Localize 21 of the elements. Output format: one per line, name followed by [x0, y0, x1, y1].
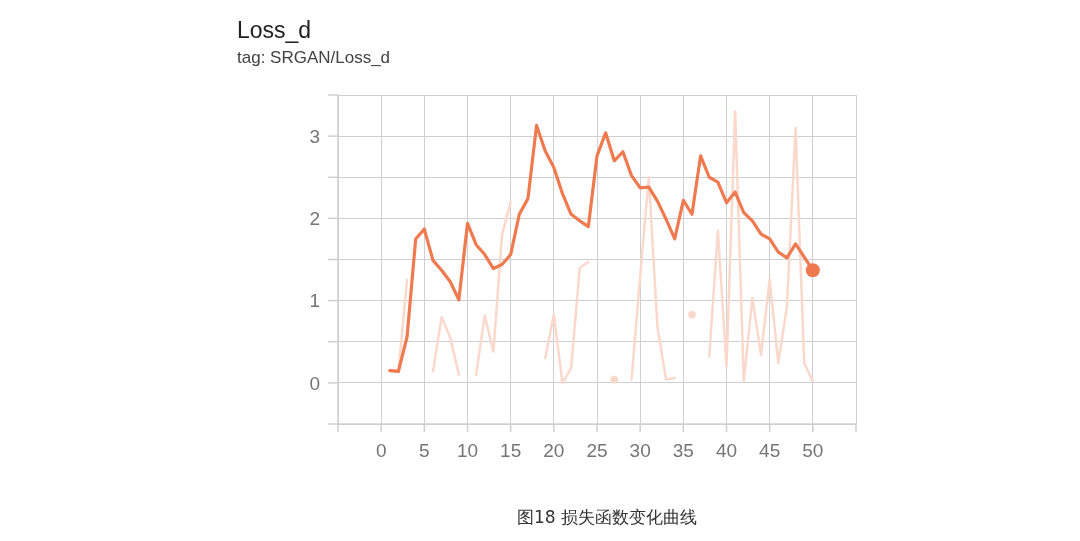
- caption: 图18 损失函数变化曲线: [517, 506, 698, 529]
- x-tick-label: 0: [375, 440, 387, 462]
- x-tick-label: 10: [456, 440, 479, 462]
- chart-subtitle: tag: SRGAN/Loss_d: [237, 48, 391, 68]
- x-tick-label: 45: [759, 440, 781, 462]
- point: [805, 263, 820, 278]
- x-tick-label: 40: [715, 440, 738, 462]
- chart-title: Loss_d: [237, 17, 312, 43]
- y-tick-label: 2: [309, 208, 320, 230]
- y-tick-label: 1: [309, 290, 320, 312]
- x-tick-label: 5: [419, 440, 430, 462]
- x-tick-label: 20: [543, 440, 565, 462]
- point: [687, 310, 696, 319]
- x-tick-label: 30: [629, 440, 651, 462]
- x-tick-label: 50: [802, 440, 824, 462]
- y-tick-label: 0: [309, 372, 320, 394]
- x-tick-label: 25: [586, 440, 608, 462]
- point: [610, 375, 619, 384]
- x-tick-label: 15: [500, 440, 522, 462]
- y-tick-label: 3: [309, 125, 320, 147]
- x-tick-label: 35: [672, 440, 694, 462]
